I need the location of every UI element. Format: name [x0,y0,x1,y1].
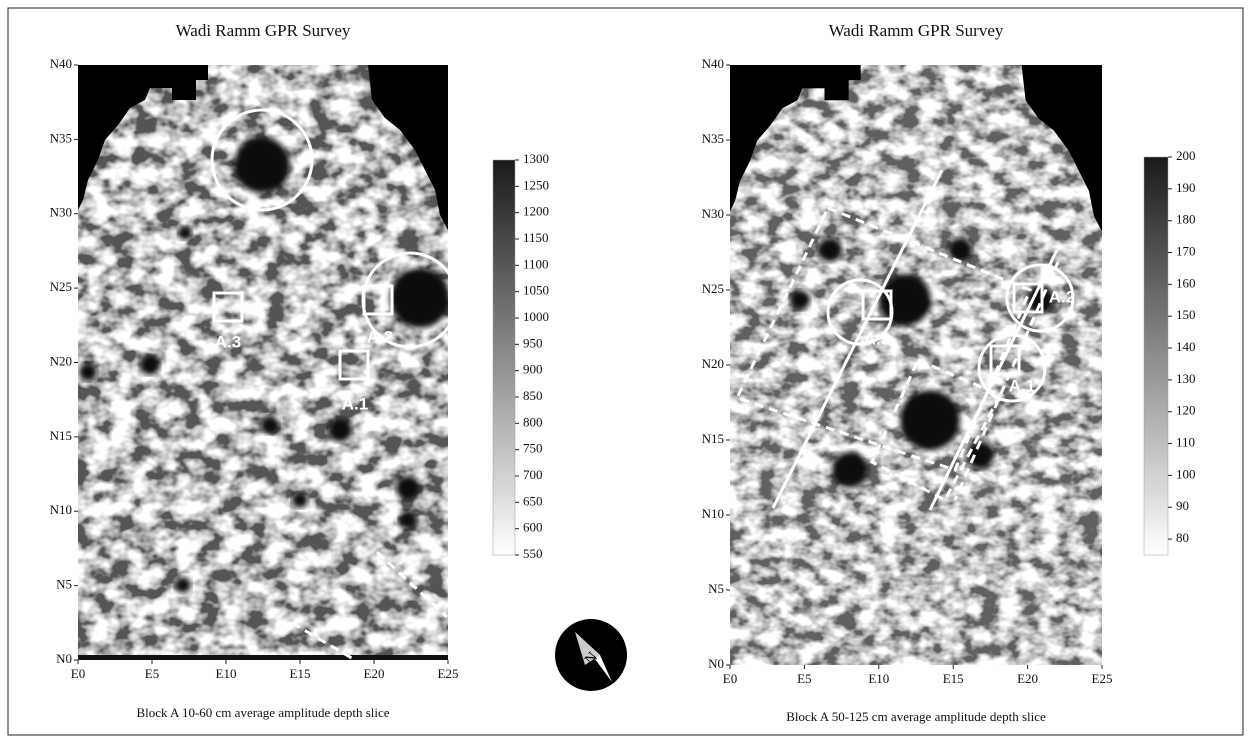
y-tick-label: N40 [702,56,724,71]
annotation-label: A.3 [215,332,241,351]
caption: Block A 10-60 cm average amplitude depth… [136,705,389,720]
colorbar-tick-label: 160 [1176,275,1196,290]
colorbar-tick-label: 750 [523,441,543,456]
dark-anomaly [399,511,417,529]
caption: Block A 50-125 cm average amplitude dept… [786,709,1046,724]
dark-anomaly [140,355,160,375]
dark-anomaly [178,226,192,240]
compass: N [555,619,627,691]
y-tick-label: N5 [708,581,724,596]
y-tick-label: N10 [50,502,72,517]
dark-anomaly [900,390,960,450]
no-data-area [78,655,448,660]
colorbar-tick-label: 130 [1176,371,1196,386]
figure: N A.1 A.2 A.3 Wadi Ramm GPR Survey Block A 1… [0,0,1251,743]
colorbar-tick-label: 800 [523,414,543,429]
dark-anomaly [328,418,352,442]
y-tick-label: N35 [702,131,724,146]
annotation-label: A.1 [342,394,368,413]
dark-anomaly [948,238,972,262]
colorbar-tick-label: 1100 [523,256,549,271]
depth-slice-map [78,65,457,660]
panel-title: Wadi Ramm GPR Survey [176,21,351,40]
colorbar-tick-label: 170 [1176,244,1196,259]
colorbar-tick-label: 120 [1176,403,1196,418]
y-tick-label: N15 [50,428,72,443]
annotation-label: A.2 [1049,287,1075,306]
y-tick-label: N35 [50,130,72,145]
colorbar-tick-label: 700 [523,467,543,482]
depth-slice-map [730,65,1102,665]
annotation-label: A.2 [367,327,393,346]
dark-anomaly [790,290,810,310]
annotation-label: A.1 [1009,376,1035,395]
y-tick-label: N5 [56,577,72,592]
x-tick-label: E20 [364,666,385,681]
y-tick-label: N25 [702,281,724,296]
panel: A.1 A.2 A.3 Wadi Ramm GPR Survey Block A 50-… [702,21,1196,724]
dark-anomaly [234,137,290,193]
x-tick-label: E25 [438,666,459,681]
colorbar [493,160,515,555]
x-tick-label: E15 [943,671,964,686]
colorbar-tick-label: 1050 [523,283,549,298]
x-tick-label: E5 [145,666,159,681]
y-tick-label: N20 [702,356,724,371]
y-tick-label: N30 [50,205,72,220]
colorbar-tick-label: 100 [1176,466,1196,481]
dark-anomaly [292,492,308,508]
x-tick-label: E0 [71,666,85,681]
colorbar-tick-label: 1150 [523,230,549,245]
y-tick-label: N0 [708,656,724,671]
colorbar-tick-label: 190 [1176,180,1196,195]
x-tick-label: E15 [290,666,311,681]
dark-anomaly [79,363,97,381]
y-tick-label: N0 [56,651,72,666]
x-tick-label: E25 [1092,671,1113,686]
colorbar-tick-label: 80 [1176,530,1189,545]
colorbar-tick-label: 550 [523,546,543,561]
y-tick-label: N25 [50,279,72,294]
annotation-label: A.3 [864,329,890,348]
x-tick-label: E10 [216,666,237,681]
dark-anomaly [832,452,868,488]
colorbar-tick-label: 950 [523,335,543,350]
x-tick-label: E5 [797,671,811,686]
colorbar-tick-label: 180 [1176,212,1196,227]
dark-anomaly [818,238,842,262]
y-tick-label: N40 [50,56,72,71]
x-tick-label: E10 [868,671,889,686]
colorbar-tick-label: 600 [523,520,543,535]
panel-title: Wadi Ramm GPR Survey [829,21,1004,40]
colorbar-tick-label: 850 [523,388,543,403]
colorbar-tick-label: 1200 [523,204,549,219]
y-tick-label: N20 [50,353,72,368]
dark-anomaly [261,416,279,434]
colorbar [1144,157,1168,555]
dark-anomaly [175,577,191,593]
colorbar-tick-label: 90 [1176,498,1189,513]
colorbar-tick-label: 1250 [523,177,549,192]
x-tick-label: E20 [1017,671,1038,686]
panel: A.1 A.2 A.3 Wadi Ramm GPR Survey Block A 10-… [50,21,549,720]
colorbar-tick-label: 900 [523,362,543,377]
colorbar-tick-label: 150 [1176,307,1196,322]
colorbar-tick-label: 1300 [523,151,549,166]
x-tick-label: E0 [723,671,737,686]
y-tick-label: N30 [702,206,724,221]
colorbar-tick-label: 1000 [523,309,549,324]
y-tick-label: N10 [702,506,724,521]
colorbar-tick-label: 200 [1176,148,1196,163]
colorbar-tick-label: 650 [523,493,543,508]
dark-anomaly [396,476,420,500]
colorbar-tick-label: 140 [1176,339,1196,354]
colorbar-tick-label: 110 [1176,435,1195,450]
y-tick-label: N15 [702,431,724,446]
dark-anomaly [390,268,450,328]
